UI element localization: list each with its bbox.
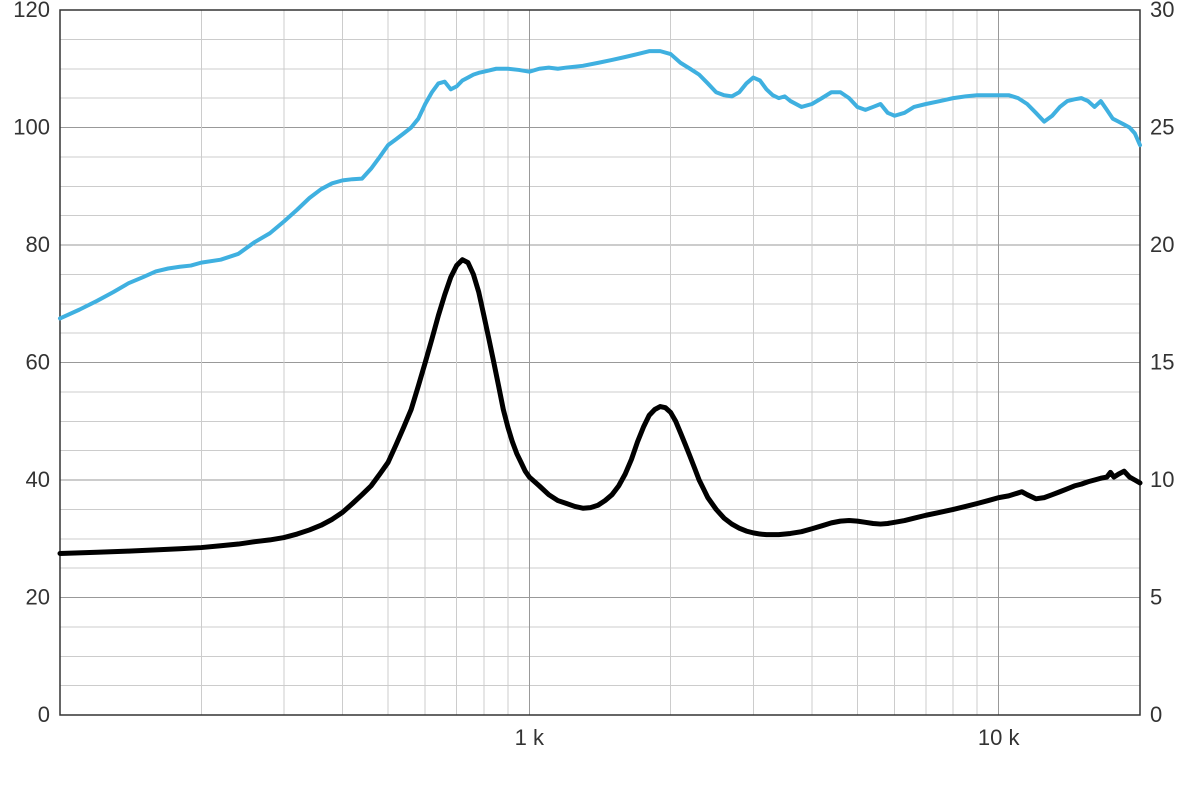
y-right-tick-label: 25 xyxy=(1150,115,1174,140)
chart-svg: 0 20 40 60 80 100 120 0 5 10 15 20 25 30 1 k 10 k xyxy=(0,0,1200,786)
y-right-tick-label: 20 xyxy=(1150,232,1174,257)
x-tick-label: 1 k xyxy=(515,725,545,750)
y-left-tick-label: 80 xyxy=(26,232,50,257)
y-left-tick-label: 20 xyxy=(26,585,50,610)
x-tick-label: 10 k xyxy=(978,725,1021,750)
y-right-tick-label: 30 xyxy=(1150,0,1174,22)
y-left-tick-label: 60 xyxy=(26,350,50,375)
y-left-tick-label: 120 xyxy=(13,0,50,22)
y-right-tick-label: 15 xyxy=(1150,350,1174,375)
y-left-tick-label: 40 xyxy=(26,467,50,492)
y-right-tick-label: 5 xyxy=(1150,585,1162,610)
y-right-tick-label: 10 xyxy=(1150,467,1174,492)
y-right-tick-label: 0 xyxy=(1150,702,1162,727)
y-left-tick-label: 0 xyxy=(38,702,50,727)
y-left-tick-label: 100 xyxy=(13,115,50,140)
frequency-response-chart: 0 20 40 60 80 100 120 0 5 10 15 20 25 30 1 k 10 k xyxy=(0,0,1200,786)
blue-curve xyxy=(60,51,1140,318)
